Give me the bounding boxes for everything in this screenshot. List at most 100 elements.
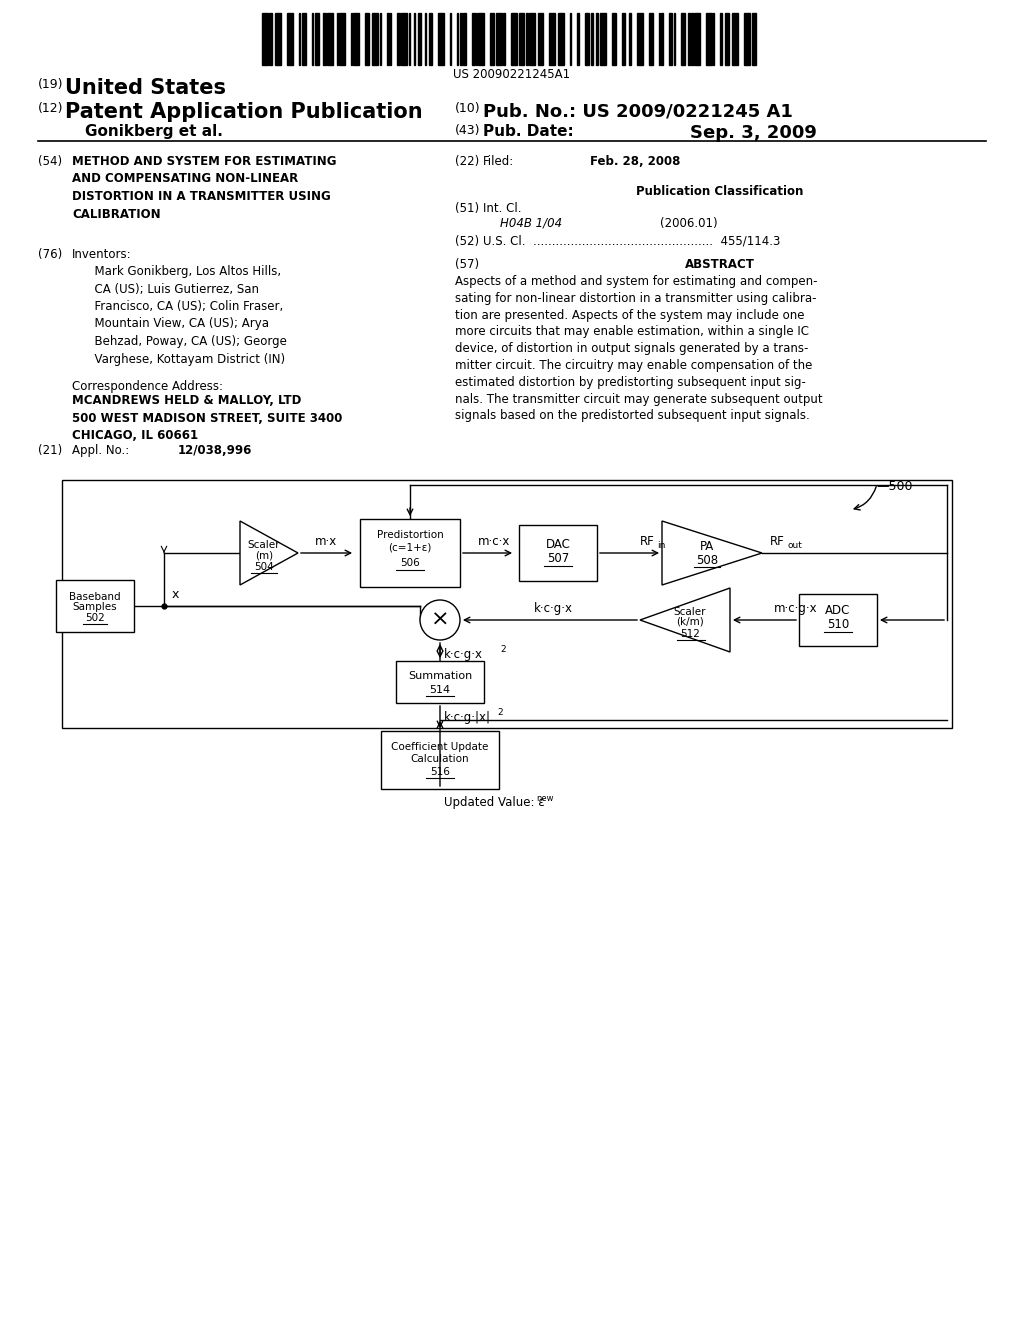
Bar [558,13,563,65]
Text: x: x [172,587,179,601]
Text: (m): (m) [255,550,273,560]
Text: Updated Value: ε: Updated Value: ε [444,796,545,809]
Text: (2006.01): (2006.01) [660,216,718,230]
Bar [438,13,443,65]
Text: Publication Classification: Publication Classification [636,185,804,198]
Bar [337,13,338,65]
Bar [328,13,333,65]
Bar [472,13,474,65]
Bar [674,13,675,65]
Bar [262,13,268,65]
Bar [496,13,502,65]
Text: Patent Application Publication: Patent Application Publication [65,102,423,121]
Text: MCANDREWS HELD & MALLOY, LTD
500 WEST MADISON STREET, SUITE 3400
CHICAGO, IL 606: MCANDREWS HELD & MALLOY, LTD 500 WEST MA… [72,393,342,442]
Bar [744,13,751,65]
Text: (54): (54) [38,154,62,168]
Bar [600,13,606,65]
Bar [366,13,369,65]
Bar [401,13,407,65]
Bar [503,13,506,65]
Bar [56,579,134,632]
Text: m·x: m·x [314,535,337,548]
Bar [658,13,659,65]
Text: PA: PA [699,540,714,553]
Bar [312,13,313,65]
Text: 510: 510 [826,619,849,631]
Text: (21): (21) [38,444,62,457]
Bar [622,13,626,65]
Text: 508: 508 [696,554,718,568]
Text: 2: 2 [500,645,506,653]
Bar [429,13,432,65]
Text: (22): (22) [455,154,479,168]
Bar [691,13,693,65]
Bar [694,13,700,65]
Text: 516: 516 [430,767,450,777]
Text: H04B 1/04: H04B 1/04 [500,216,562,230]
Bar [299,13,300,65]
Bar [425,13,426,65]
Bar [721,13,722,65]
Text: (57): (57) [455,257,479,271]
Bar [478,13,484,65]
Bar [269,13,271,65]
Text: (10): (10) [455,102,480,115]
Text: (k/m): (k/m) [676,616,703,627]
Text: (19): (19) [38,78,63,91]
Text: Sep. 3, 2009: Sep. 3, 2009 [690,124,817,143]
Text: Scaler: Scaler [674,607,707,616]
Bar [360,519,460,587]
Bar [397,13,399,65]
Bar [511,13,517,65]
Text: Coefficient Update: Coefficient Update [391,742,488,752]
Text: Pub. No.: US 2009/0221245 A1: Pub. No.: US 2009/0221245 A1 [483,102,793,120]
Bar [373,13,379,65]
Bar [529,13,536,65]
Bar [753,13,756,65]
Bar [596,13,598,65]
Bar [302,13,306,65]
Text: (c=1+ε): (c=1+ε) [388,543,432,552]
Text: ADC: ADC [825,605,851,618]
Bar [662,13,664,65]
Bar [732,13,738,65]
Text: U.S. Cl.  ................................................  455/114.3: U.S. Cl. ...............................… [483,235,780,248]
Bar [591,13,593,65]
Bar [518,13,524,65]
Text: (51): (51) [455,202,479,215]
Bar [275,13,281,65]
Bar [461,13,462,65]
Bar [538,13,544,65]
Bar [414,13,415,65]
Bar [62,480,952,729]
Text: Feb. 28, 2008: Feb. 28, 2008 [590,154,680,168]
Bar [339,13,345,65]
Text: RF: RF [770,535,784,548]
Text: k·c·g·x: k·c·g·x [534,602,572,615]
Bar [390,13,391,65]
Text: ABSTRACT: ABSTRACT [685,257,755,271]
Bar [637,13,643,65]
Text: 506: 506 [400,558,420,568]
Text: ×: × [431,610,450,630]
Bar [387,13,389,65]
Text: Predistortion: Predistortion [377,531,443,540]
Bar [450,13,451,65]
Bar [629,13,632,65]
Text: United States: United States [65,78,226,98]
Bar [688,13,689,65]
Text: ​Mark Gonikberg​, Los Altos Hills,
      CA (US); ​Luis Gutierrez​, San
      Fr: ​Mark Gonikberg​, Los Altos Hills, CA (U… [72,265,287,366]
Text: Inventors:: Inventors: [72,248,132,261]
Bar [351,13,352,65]
Text: Summation: Summation [408,671,472,681]
Text: out: out [787,541,802,550]
Bar [525,13,528,65]
Text: (76): (76) [38,248,62,261]
Text: Baseband: Baseband [70,591,121,602]
Polygon shape [662,521,762,585]
Text: METHOD AND SYSTEM FOR ESTIMATING
AND COMPENSATING NON-LINEAR
DISTORTION IN A TRA: METHOD AND SYSTEM FOR ESTIMATING AND COM… [72,154,337,220]
Text: Int. Cl.: Int. Cl. [483,202,521,215]
Text: 514: 514 [429,685,451,696]
Polygon shape [640,587,730,652]
Text: 507: 507 [547,553,569,565]
